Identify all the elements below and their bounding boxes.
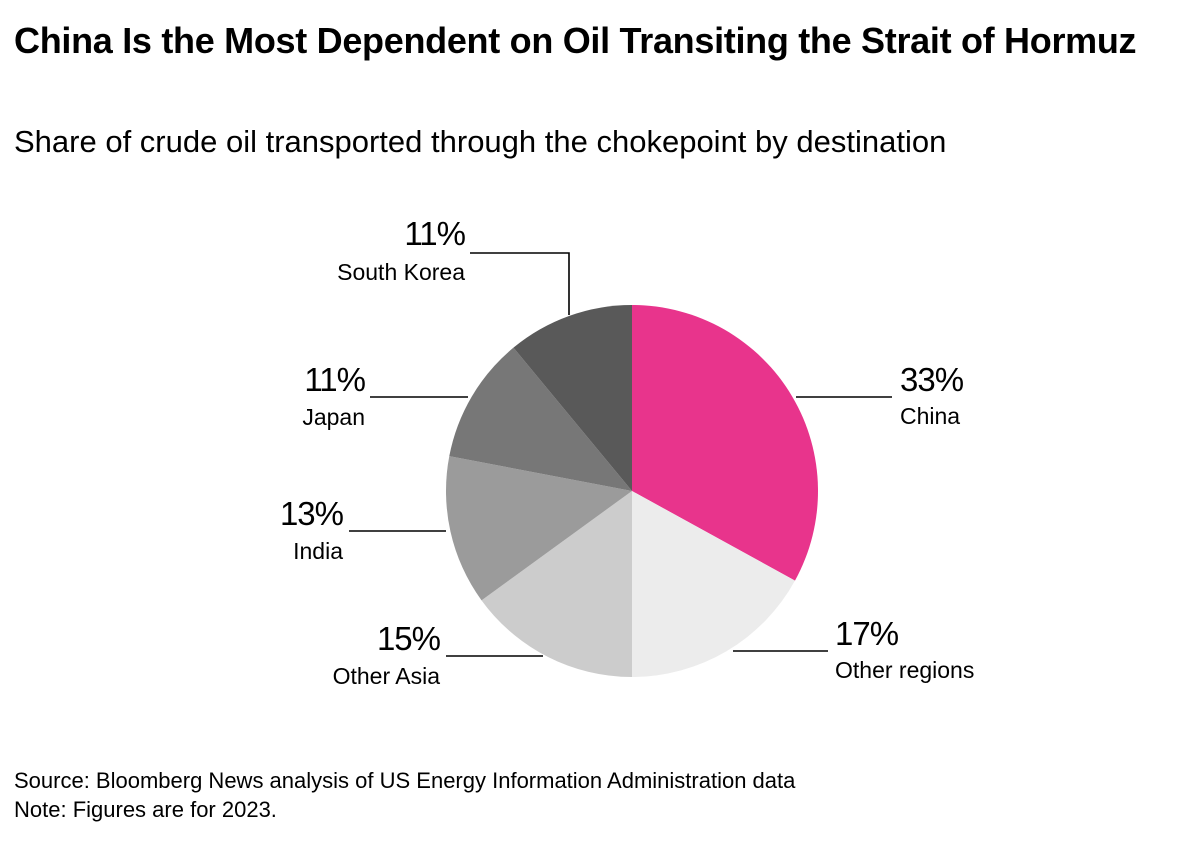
category-label-south-korea: South Korea bbox=[337, 259, 465, 285]
value-label-japan: 11% bbox=[304, 361, 365, 398]
leader-lines bbox=[349, 252, 892, 657]
pie-slice-india bbox=[445, 456, 632, 601]
chart-subtitle: Share of crude oil transported through t… bbox=[14, 124, 947, 159]
pie-slice-china bbox=[632, 305, 818, 581]
value-label-other-regions: 17% bbox=[835, 615, 899, 652]
category-label-japan: Japan bbox=[302, 404, 365, 430]
chart-title: China Is the Most Dependent on Oil Trans… bbox=[14, 20, 1137, 61]
pie-slices bbox=[445, 304, 818, 677]
leader-line-south-korea bbox=[470, 252, 570, 315]
value-label-south-korea: 11% bbox=[404, 215, 465, 252]
value-label-other-asia: 15% bbox=[377, 620, 441, 657]
value-label-china: 33% bbox=[900, 361, 964, 398]
pie-slice-other-regions bbox=[632, 491, 795, 677]
category-label-india: India bbox=[293, 538, 343, 564]
source-note: Source: Bloomberg News analysis of US En… bbox=[14, 768, 796, 793]
pie-slice-other-asia bbox=[481, 491, 632, 677]
value-label-india: 13% bbox=[280, 495, 344, 532]
pie-slice-south-korea bbox=[513, 304, 632, 491]
category-label-china: China bbox=[900, 403, 960, 429]
pie-slice-japan bbox=[449, 347, 632, 491]
category-label-other-regions: Other regions bbox=[835, 657, 974, 683]
slice-labels: 33% China 17% Other regions 15% Other Asia 13%… bbox=[280, 215, 974, 689]
footnote: Note: Figures are for 2023. bbox=[14, 797, 277, 822]
category-label-other-asia: Other Asia bbox=[333, 663, 441, 689]
